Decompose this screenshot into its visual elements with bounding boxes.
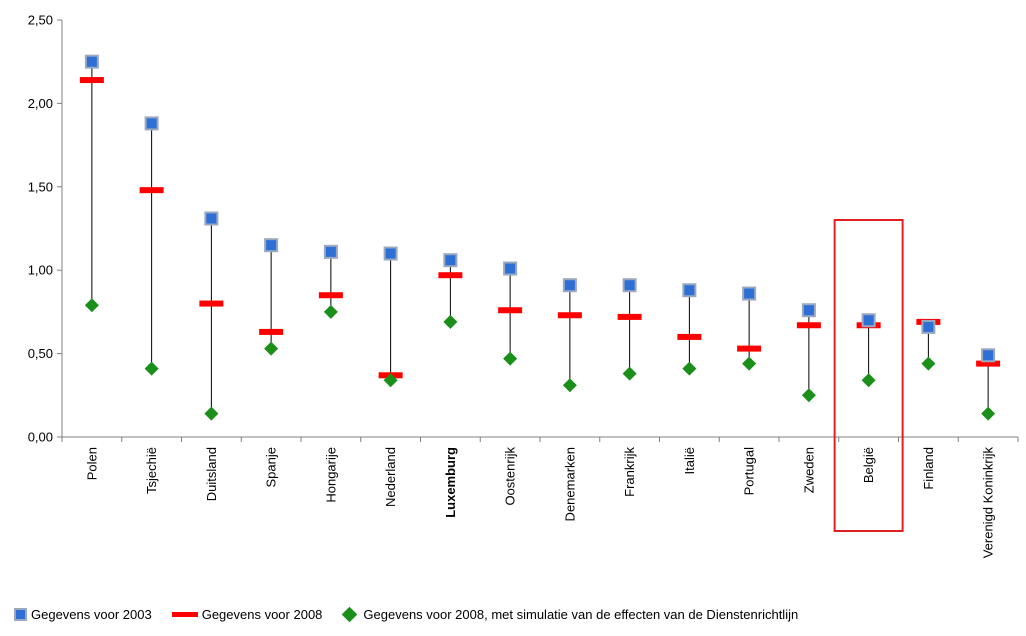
point-2008 xyxy=(976,360,1001,367)
point-2003 xyxy=(622,278,637,293)
x-category-label: Tsjechië xyxy=(144,447,159,494)
point-2003 xyxy=(861,313,876,328)
point-2003 xyxy=(503,261,518,276)
point-2008 xyxy=(737,345,762,352)
point-2008 xyxy=(199,300,224,307)
point-2008 xyxy=(617,313,642,320)
x-category-label: Luxemburg xyxy=(443,447,458,518)
y-tick-label: 0,50 xyxy=(28,346,53,361)
point-simulation xyxy=(264,341,279,356)
point-2008 xyxy=(79,77,104,84)
x-category-label: België xyxy=(861,447,876,483)
point-2008 xyxy=(677,333,702,340)
point-2008 xyxy=(557,312,582,319)
point-simulation xyxy=(443,314,458,329)
point-2003 xyxy=(323,244,338,259)
legend-label-2003: Gegevens voor 2003 xyxy=(31,607,152,622)
point-simulation xyxy=(861,373,876,388)
legend: Gegevens voor 2003 Gegevens voor 2008 Ge… xyxy=(14,606,818,623)
point-simulation xyxy=(981,406,996,421)
point-simulation xyxy=(383,373,398,388)
chart-svg: 0,00 0,50 1,00 1,50 2,00 2,50 Polen Tsjechië Dui… xyxy=(28,13,1019,559)
x-category-label: Portugal xyxy=(742,447,757,496)
legend-label-simulation: Gegevens voor 2008, met simulatie van de… xyxy=(363,607,799,622)
point-2008 xyxy=(318,292,343,299)
x-category-label: Italië xyxy=(682,447,697,474)
x-category-label: Spanje xyxy=(264,447,279,487)
point-2003 xyxy=(144,116,159,131)
legend-item-2008: Gegevens voor 2008 xyxy=(171,607,323,622)
legend-item-simulation: Gegevens voor 2008, met simulatie van de… xyxy=(342,606,799,623)
point-simulation xyxy=(682,361,697,376)
point-2003 xyxy=(204,211,219,226)
point-simulation xyxy=(503,351,518,366)
point-2003 xyxy=(742,286,757,301)
point-2003 xyxy=(84,54,99,69)
chart-marks xyxy=(79,54,1001,421)
x-category-label: Nederland xyxy=(383,447,398,507)
point-2008 xyxy=(498,307,523,314)
x-category-label: Hongarije xyxy=(323,447,338,503)
point-2003 xyxy=(682,283,697,298)
point-2003 xyxy=(443,253,458,268)
point-simulation xyxy=(204,406,219,421)
point-2008 xyxy=(259,328,284,335)
point-simulation xyxy=(562,378,577,393)
legend-diamond-marker xyxy=(342,606,358,623)
point-simulation xyxy=(921,356,936,371)
y-tick-label: 1,00 xyxy=(28,263,53,278)
point-2003 xyxy=(921,319,936,334)
y-tick-label: 2,00 xyxy=(28,96,53,111)
point-2003 xyxy=(562,278,577,293)
x-category-label: Duitsland xyxy=(204,447,219,501)
point-2008 xyxy=(139,187,164,194)
legend-label-2008: Gegevens voor 2008 xyxy=(201,607,323,622)
x-category-label: Oostenrijk xyxy=(503,447,518,506)
point-2008 xyxy=(796,322,821,329)
point-simulation xyxy=(801,388,816,403)
point-2003 xyxy=(264,238,279,253)
chart-axes: 0,00 0,50 1,00 1,50 2,00 2,50 Polen Tsjechië Dui… xyxy=(28,13,1019,559)
point-simulation xyxy=(323,304,338,319)
point-simulation xyxy=(622,366,637,381)
x-category-label: Finland xyxy=(921,447,936,490)
x-category-label: Zweden xyxy=(801,447,816,493)
highlight-box-belgie xyxy=(833,219,904,532)
x-category-label: Verenigd Koninkrijk xyxy=(981,447,996,559)
x-category-label: Polen xyxy=(84,447,99,480)
point-2008 xyxy=(438,272,463,279)
point-2003 xyxy=(383,246,398,261)
highlight-group xyxy=(833,219,904,532)
x-category-label: Denemarken xyxy=(562,447,577,521)
point-2003 xyxy=(981,348,996,363)
legend-square-marker xyxy=(14,608,27,621)
legend-item-2003: Gegevens voor 2003 xyxy=(14,607,152,622)
y-tick-label: 1,50 xyxy=(28,179,53,194)
y-tick-label: 2,50 xyxy=(28,13,53,28)
point-simulation xyxy=(742,356,757,371)
x-category-label: Frankrijk xyxy=(622,447,637,497)
y-tick-label: 0,00 xyxy=(28,430,53,445)
point-2003 xyxy=(801,303,816,318)
point-simulation xyxy=(144,361,159,376)
point-simulation xyxy=(84,298,99,313)
legend-dash-marker xyxy=(171,612,198,617)
